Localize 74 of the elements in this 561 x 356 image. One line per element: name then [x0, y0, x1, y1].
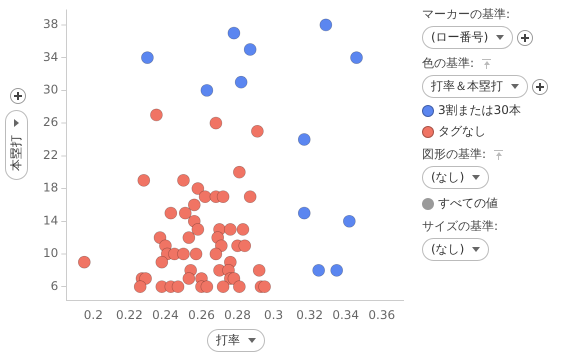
- y-tick-label: 34: [42, 50, 58, 64]
- point: [298, 206, 311, 220]
- y-tick-label: 30: [42, 82, 58, 96]
- point: [192, 223, 204, 236]
- legend-title: 色の基準:: [422, 55, 474, 72]
- legend-label: タグなし: [438, 123, 486, 140]
- legend-label: 3割または30本: [438, 102, 521, 119]
- point: [182, 272, 196, 285]
- point: [177, 248, 190, 260]
- point: [188, 198, 201, 212]
- x-axis-title: 打率: [216, 332, 240, 349]
- text: マーカーの基準:: [422, 6, 512, 23]
- x-tick-label: 0.36: [368, 308, 396, 322]
- point: [233, 166, 246, 178]
- point: [236, 223, 250, 236]
- x-tick-label: 0.22: [116, 308, 143, 322]
- y-tick-label: 6: [50, 278, 58, 293]
- point: [137, 174, 150, 187]
- point: [252, 264, 266, 277]
- point: [190, 248, 202, 260]
- x-tick-label: 0.32: [296, 308, 324, 322]
- point: [312, 264, 325, 277]
- point: [228, 26, 240, 40]
- text: 図形の基準:: [422, 146, 486, 163]
- point: [210, 248, 222, 260]
- point: [216, 190, 230, 204]
- text: 打率＆本塁打: [431, 78, 503, 95]
- x-tick-label: 0.26: [188, 308, 215, 322]
- point: [200, 280, 214, 293]
- point: [350, 51, 363, 64]
- point: [216, 280, 230, 293]
- point: [238, 239, 252, 252]
- point: [320, 18, 332, 32]
- y-tick-label: 10: [42, 246, 58, 260]
- point: [192, 182, 204, 195]
- point: [164, 206, 178, 220]
- point: [233, 280, 246, 293]
- x-tick-label: 0.3: [264, 308, 284, 322]
- text: すべての値: [438, 195, 498, 212]
- y-tick-label: 26: [42, 115, 58, 130]
- y-tick-label: 14: [42, 213, 58, 228]
- point: [78, 256, 91, 268]
- point: [244, 190, 256, 204]
- point: [178, 206, 192, 220]
- point: [343, 214, 356, 228]
- point: [200, 84, 214, 97]
- point: [172, 280, 184, 293]
- point: [141, 51, 154, 64]
- y-axis-title: 本塁打: [8, 135, 24, 171]
- point: [177, 174, 190, 187]
- point: [198, 190, 212, 204]
- point: [298, 133, 311, 146]
- point: [182, 231, 196, 244]
- y-tick-label: 22: [42, 148, 58, 162]
- x-tick-label: 0.28: [224, 308, 251, 322]
- x-tick-label: 0.24: [152, 308, 179, 322]
- x-tick-label: 0.2: [84, 308, 103, 322]
- point: [156, 256, 168, 268]
- y-tick-label: 38: [42, 17, 58, 32]
- point: [134, 280, 146, 293]
- point: [224, 223, 237, 236]
- text: (なし): [431, 241, 464, 258]
- point: [330, 264, 343, 277]
- point: [258, 280, 271, 293]
- point: [244, 43, 256, 56]
- point: [210, 116, 222, 130]
- text: (なし): [431, 169, 464, 186]
- x-tick-label: 0.34: [332, 308, 360, 322]
- point: [234, 76, 248, 88]
- text: サイズの基準:: [422, 218, 500, 235]
- point: [150, 108, 163, 122]
- point: [251, 124, 264, 138]
- y-tick-label: 18: [42, 180, 58, 195]
- text: (ロー番号): [431, 29, 488, 46]
